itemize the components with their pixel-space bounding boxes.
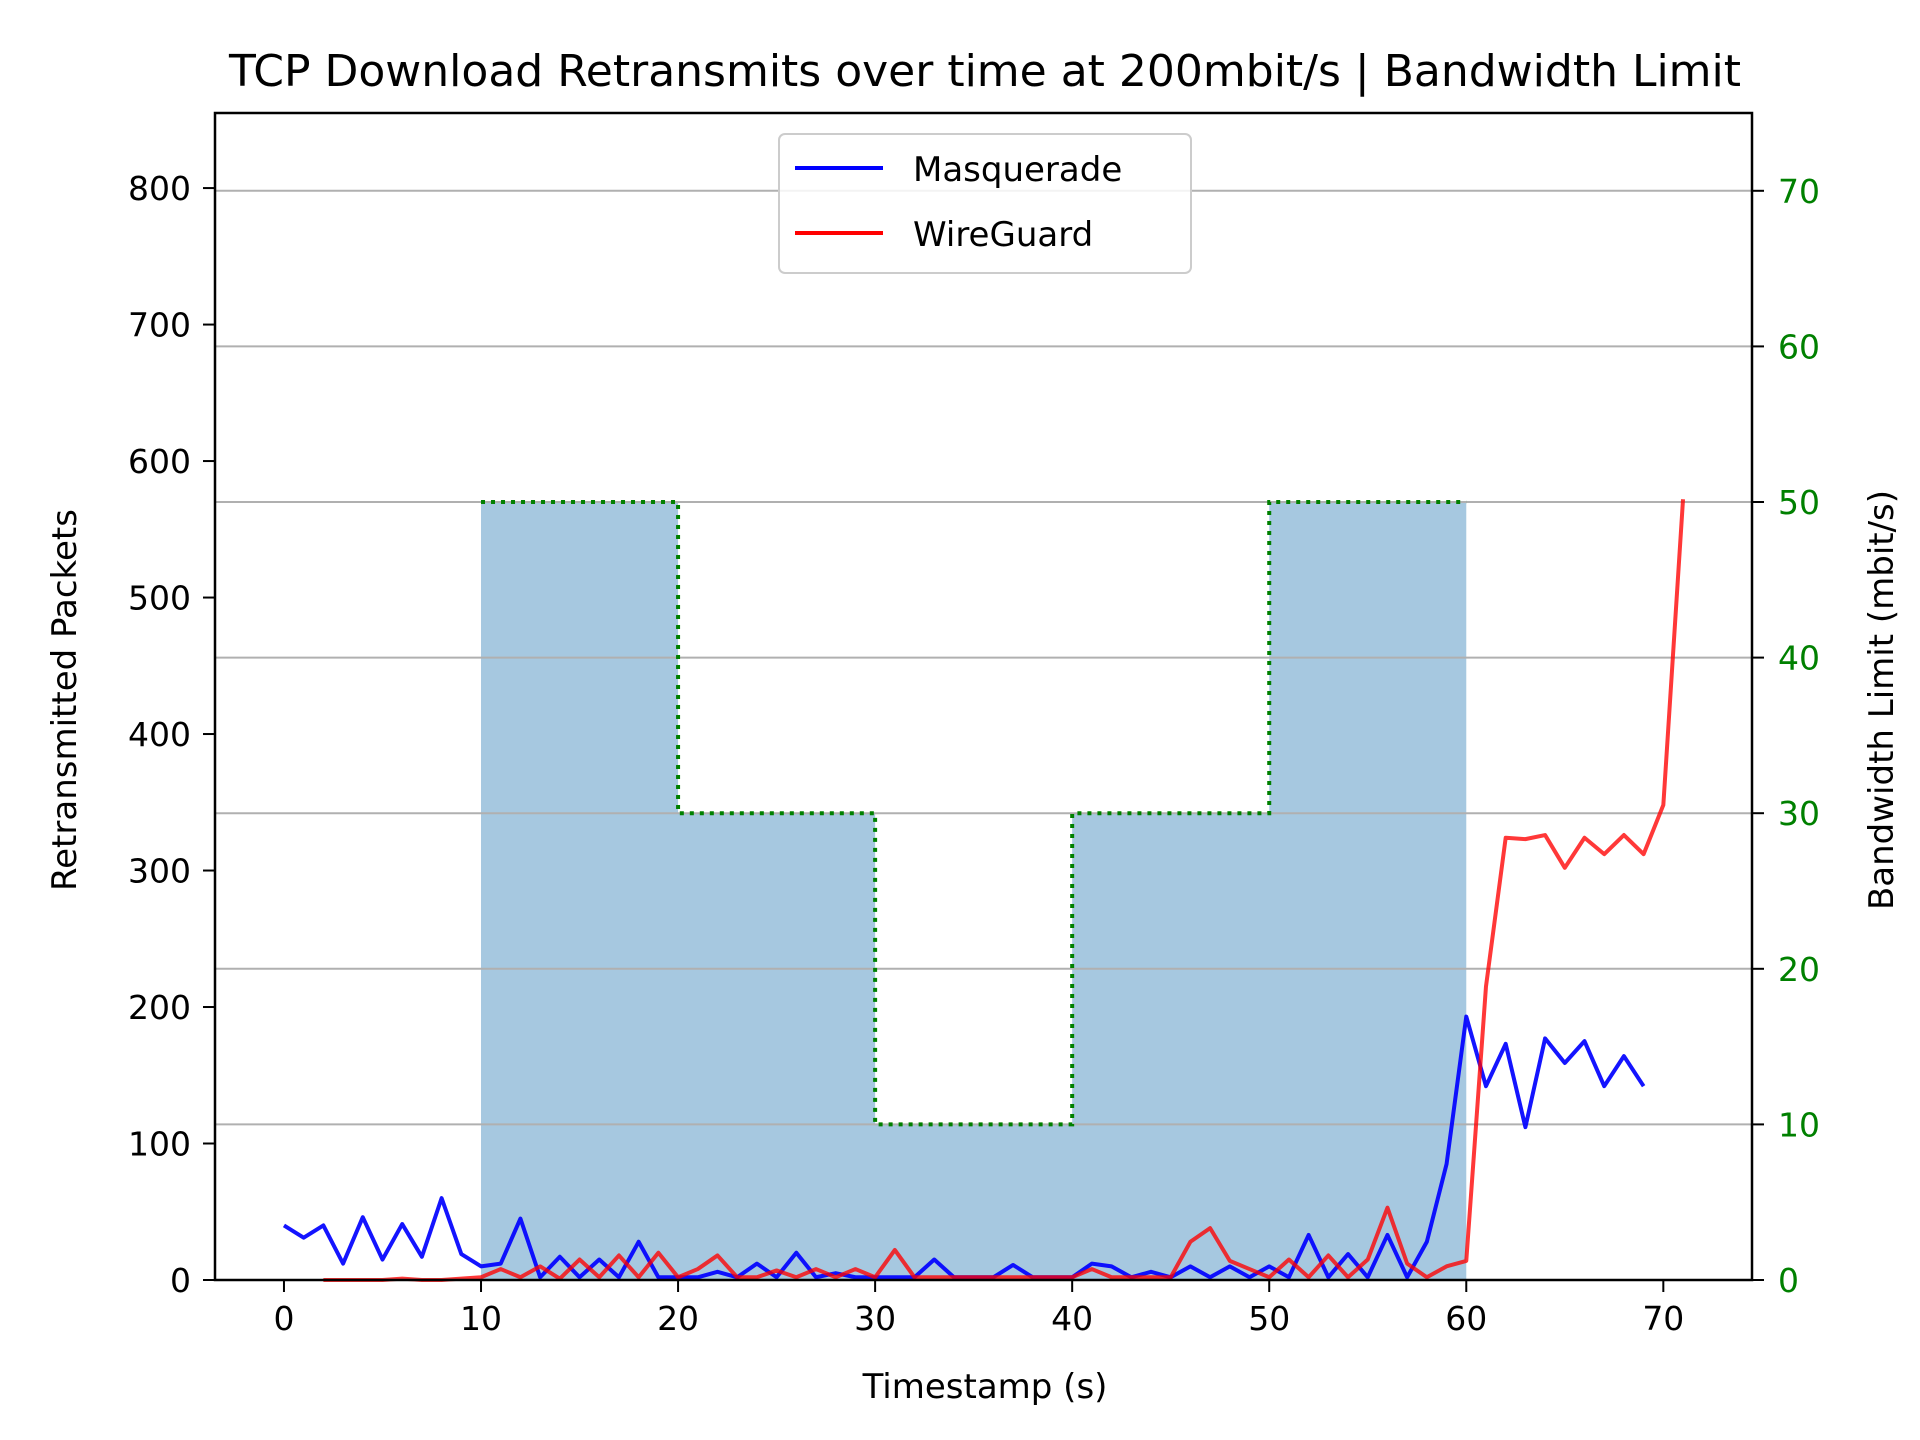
x-tick-label: 40 [1051, 1299, 1093, 1338]
y-tick-label: 600 [128, 442, 191, 481]
series-layer [282, 499, 1686, 1282]
y2-tick-label: 20 [1778, 950, 1820, 989]
legend-label-masquerade: Masquerade [913, 150, 1122, 190]
x-tick-label: 60 [1445, 1299, 1487, 1338]
y-tick-label: 700 [128, 306, 191, 345]
y-tick-label: 200 [128, 988, 191, 1027]
y2-tick-label: 40 [1778, 639, 1820, 678]
y2-axis-label: Bandwidth Limit (mbit/s) [1862, 490, 1902, 910]
y-tick-label: 300 [128, 852, 191, 891]
x-tick-label: 70 [1642, 1299, 1684, 1338]
y2-tick-label: 60 [1778, 327, 1820, 366]
x-tick-label: 20 [657, 1299, 699, 1338]
y2-tick-label: 70 [1778, 172, 1820, 211]
y2-tick-label: 10 [1778, 1105, 1820, 1144]
legend-label-wireguard: WireGuard [913, 215, 1093, 255]
y-tick-label: 800 [128, 169, 191, 208]
axes-layer: 0 10 20 30 40 50 60 700100200300400500600700800… [128, 111, 1820, 1338]
bandwidth-area [481, 502, 1467, 1280]
wireguard-line [323, 499, 1686, 1282]
x-tick-label: 10 [460, 1299, 502, 1338]
x-tick-label: 0 [273, 1299, 294, 1338]
chart-title: TCP Download Retransmits over time at 20… [228, 46, 1741, 97]
y2-tick-label: 50 [1778, 483, 1820, 522]
y2-tick-label: 30 [1778, 794, 1820, 833]
y-tick-label: 400 [128, 715, 191, 754]
y-axis-label: Retransmitted Packets [45, 509, 85, 891]
y2-tick-label: 0 [1778, 1261, 1799, 1300]
x-tick-label: 50 [1248, 1299, 1290, 1338]
y-tick-label: 100 [128, 1125, 191, 1164]
y-tick-label: 500 [128, 579, 191, 618]
bandwidth-step-layer [481, 500, 1467, 1127]
plot-frame [213, 111, 1754, 1282]
x-tick-label: 30 [854, 1299, 896, 1338]
bandwidth-fill-layer [481, 502, 1467, 1280]
x-axis-label: Timestamp (s) [862, 1367, 1108, 1407]
bandwidth-step-line [481, 500, 1467, 1127]
y-tick-label: 0 [170, 1261, 191, 1300]
legend: Masquerade WireGuard [778, 133, 1192, 274]
